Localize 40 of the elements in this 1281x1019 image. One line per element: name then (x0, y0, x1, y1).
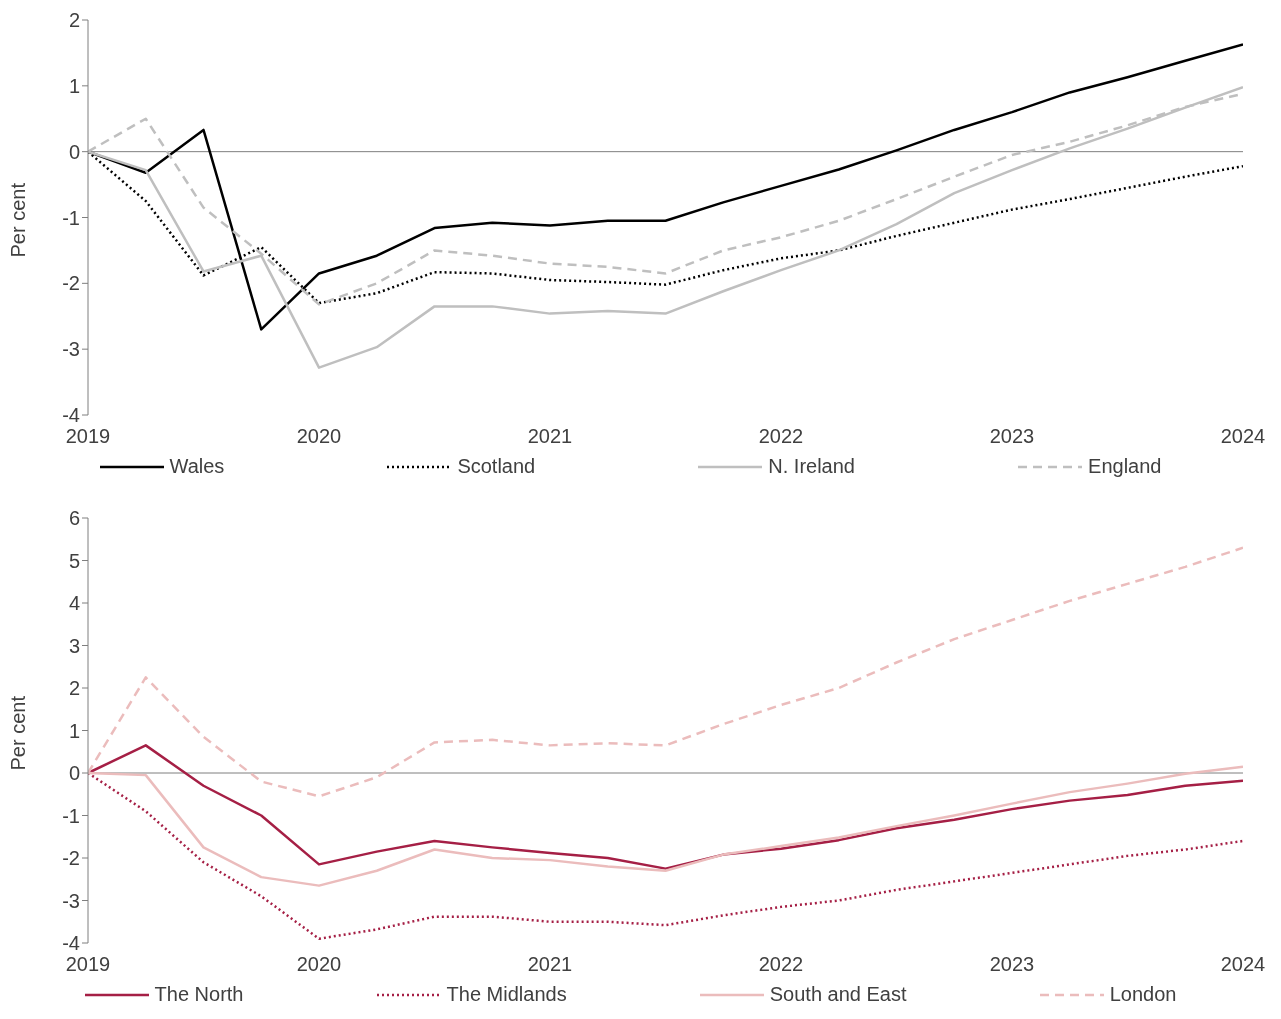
y-tick-label: 0 (68, 762, 80, 785)
y-tick-label: 1 (68, 74, 80, 97)
y-tick-label: -3 (62, 889, 80, 912)
x-tick-label: 2023 (989, 953, 1035, 976)
x-tick-label: 2022 (758, 953, 804, 976)
legend-label: London (1109, 983, 1177, 1006)
legend-label: The North (154, 983, 244, 1006)
y-tick-label: -1 (62, 206, 80, 229)
y-tick-label: 2 (68, 9, 80, 32)
x-tick-label: 2021 (527, 953, 573, 976)
y-axis-title: Per cent (7, 695, 30, 771)
legend-label: N. Ireland (768, 455, 855, 478)
y-tick-label: 2 (68, 677, 80, 700)
y-tick-label: 0 (68, 140, 80, 163)
y-tick-label: 6 (68, 507, 80, 530)
x-tick-label: 2020 (296, 953, 342, 976)
y-axis-title: Per cent (7, 182, 30, 258)
y-tick-label: 1 (68, 719, 80, 742)
y-tick-label: -4 (62, 932, 80, 955)
legend-label: Scotland (457, 455, 536, 478)
legend-label: England (1088, 455, 1162, 478)
x-tick-label: 2024 (1220, 425, 1266, 448)
y-tick-label: 5 (68, 549, 80, 572)
y-tick-label: -4 (62, 404, 80, 427)
y-tick-label: -2 (62, 847, 80, 870)
x-tick-label: 2021 (527, 425, 573, 448)
x-tick-label: 2019 (65, 425, 111, 448)
y-tick-label: 4 (68, 592, 80, 615)
x-tick-label: 2024 (1220, 953, 1266, 976)
y-tick-label: -3 (62, 338, 80, 361)
legend-label: South and East (769, 983, 907, 1006)
x-tick-label: 2022 (758, 425, 804, 448)
x-tick-label: 2023 (989, 425, 1035, 448)
x-tick-label: 2020 (296, 425, 342, 448)
y-tick-label: 3 (68, 634, 80, 657)
y-tick-label: -1 (62, 804, 80, 827)
legend-label: The Midlands (446, 983, 567, 1006)
legend-label: Wales (169, 455, 225, 478)
y-tick-label: -2 (62, 272, 80, 295)
x-tick-label: 2019 (65, 953, 111, 976)
